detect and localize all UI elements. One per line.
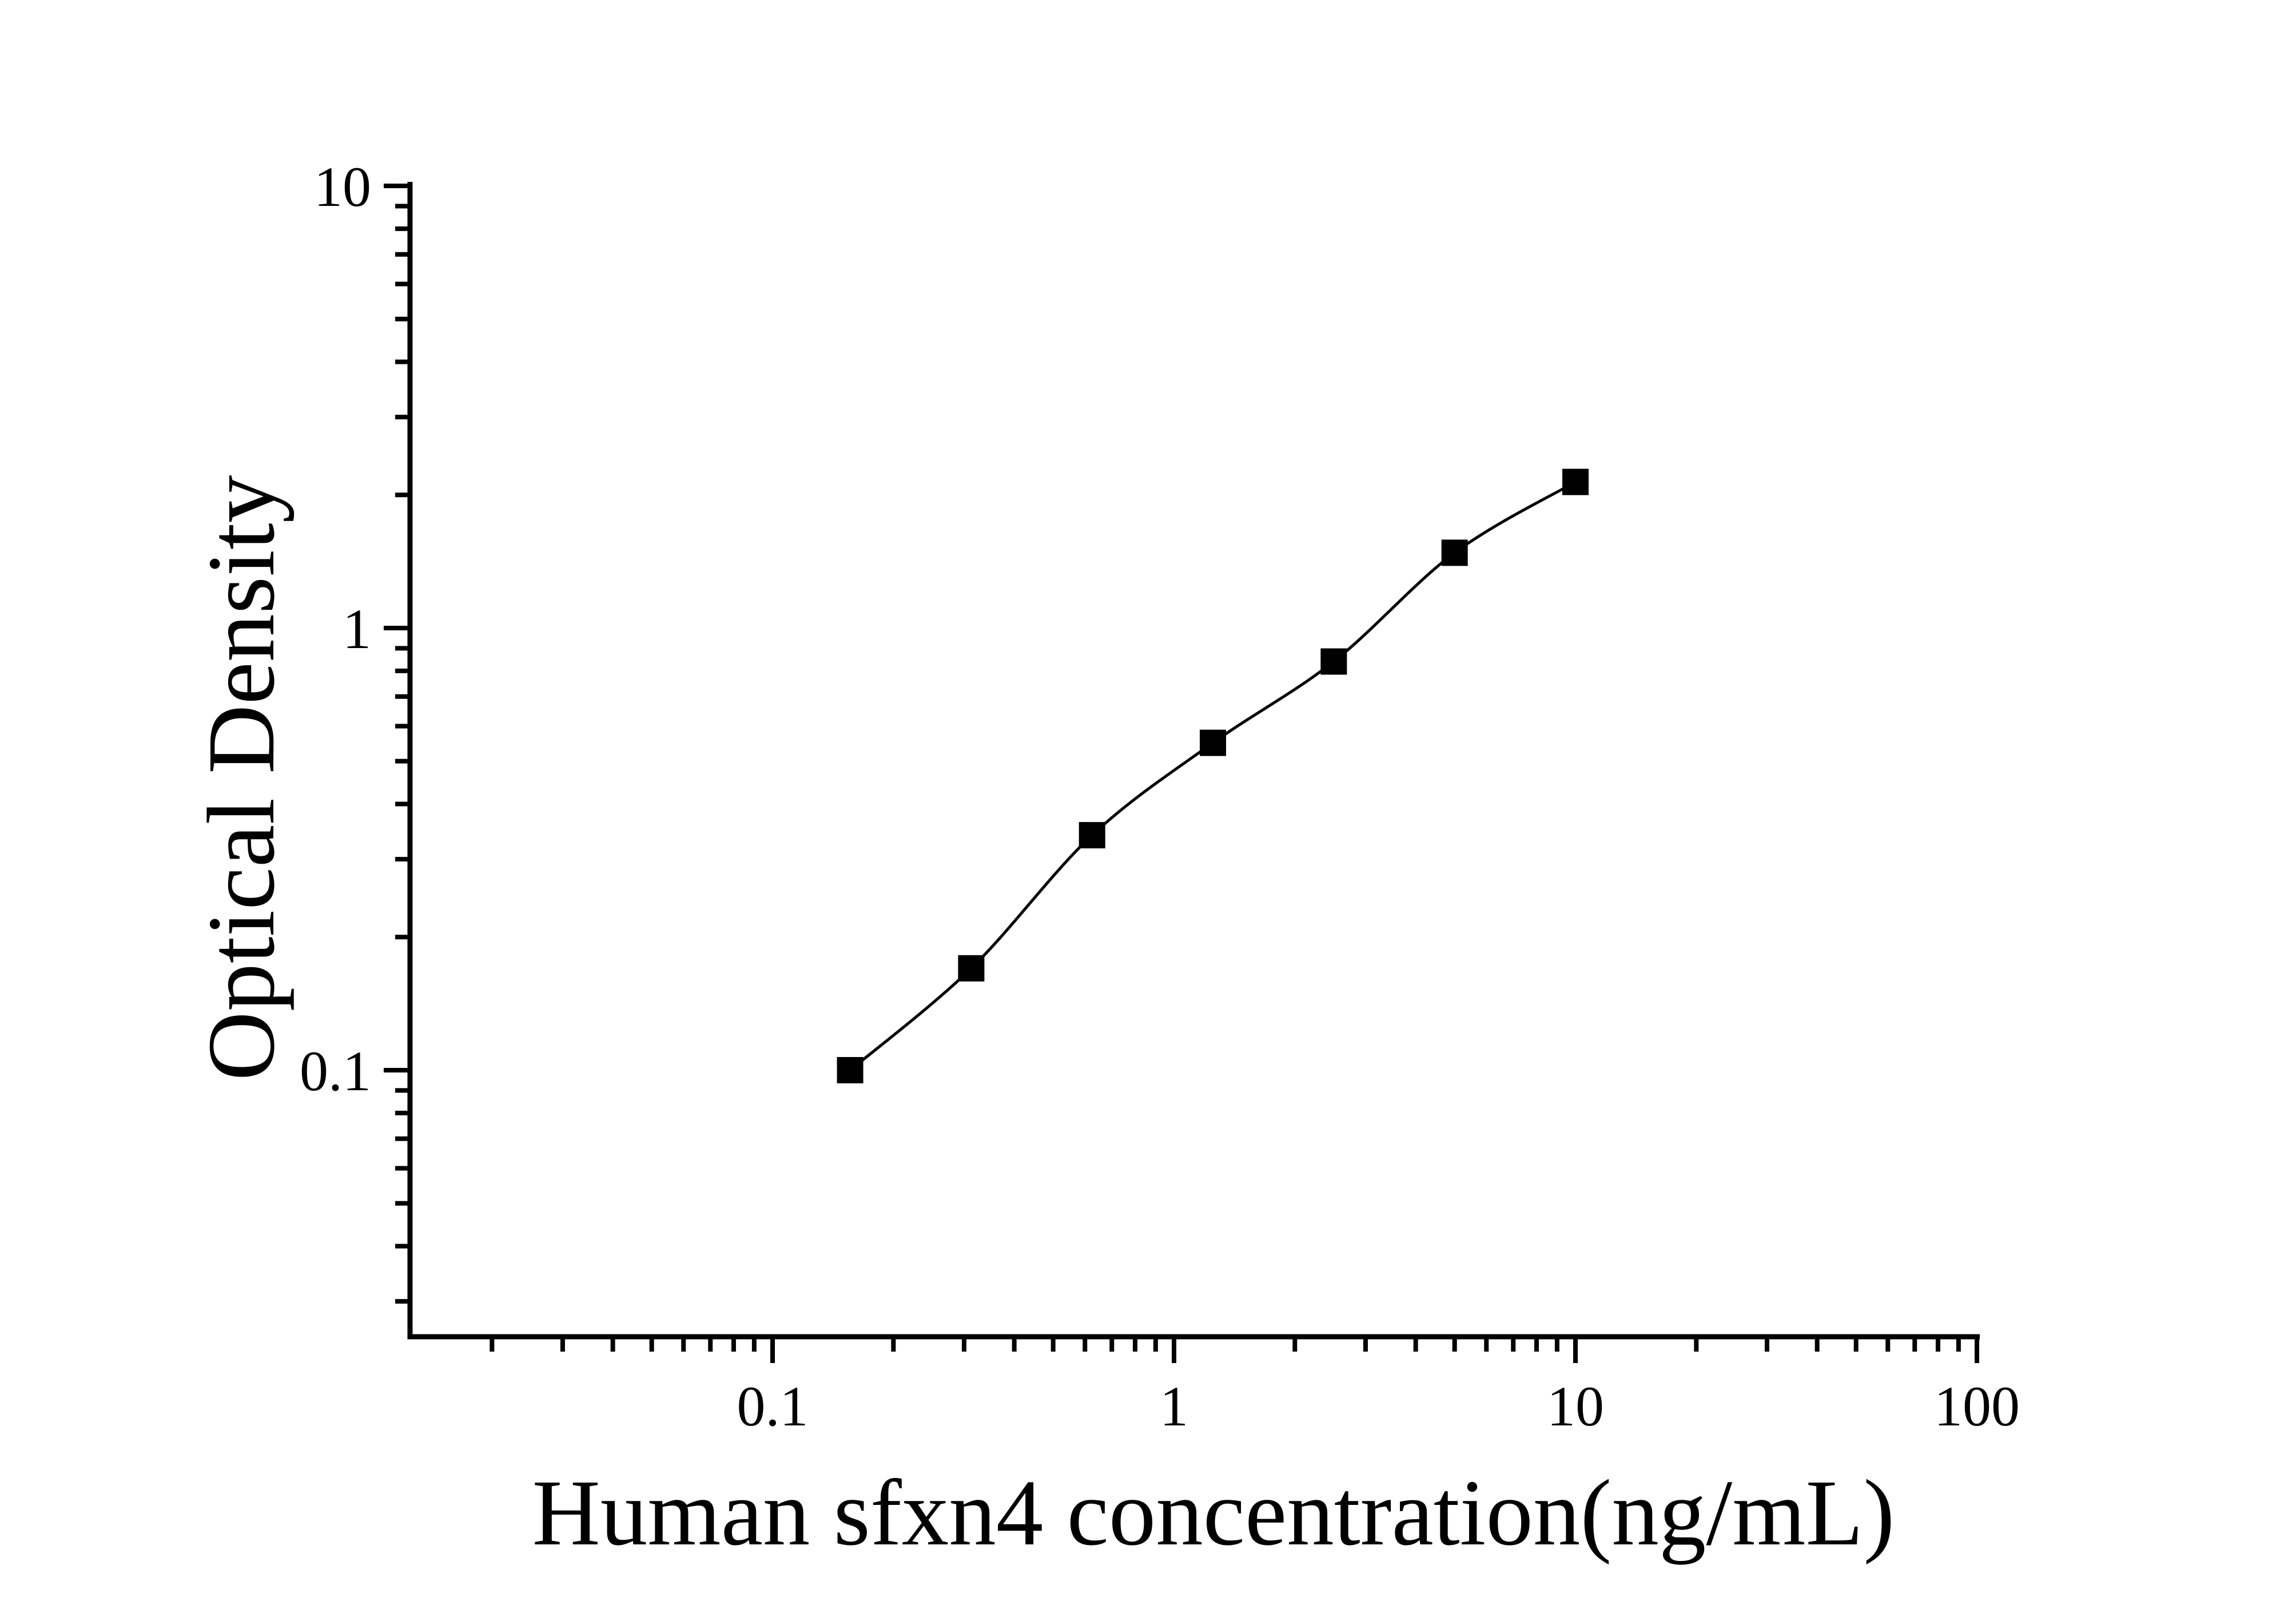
- x-tick-label: 10: [1547, 1374, 1604, 1438]
- axis-ticks: [384, 184, 1979, 1363]
- standard-curve-line: [849, 480, 1577, 1071]
- x-tick-label: 100: [1934, 1374, 2020, 1438]
- y-tick-label: 0.1: [300, 1039, 371, 1103]
- y-tick-label: 10: [314, 155, 371, 218]
- axes: [407, 182, 1980, 1340]
- x-axis-title: Human sfxn4 concentration(ng/mL): [532, 1460, 1895, 1565]
- data-point-marker: [1441, 539, 1468, 566]
- data-series: [837, 468, 1589, 1083]
- data-point-marker: [958, 955, 985, 982]
- axis-tick-labels: 0.1 1 10 100 0.1 1 10: [300, 155, 2020, 1438]
- data-point-marker: [1079, 822, 1105, 849]
- data-point-marker: [837, 1057, 864, 1083]
- data-point-marker: [1562, 468, 1589, 495]
- x-tick-label: 0.1: [737, 1374, 809, 1438]
- y-axis-title: Optical Density: [188, 475, 295, 1080]
- data-point-marker: [1200, 729, 1227, 756]
- data-point-marker: [1320, 648, 1347, 675]
- y-tick-label: 1: [343, 597, 371, 661]
- x-tick-label: 1: [1160, 1374, 1188, 1438]
